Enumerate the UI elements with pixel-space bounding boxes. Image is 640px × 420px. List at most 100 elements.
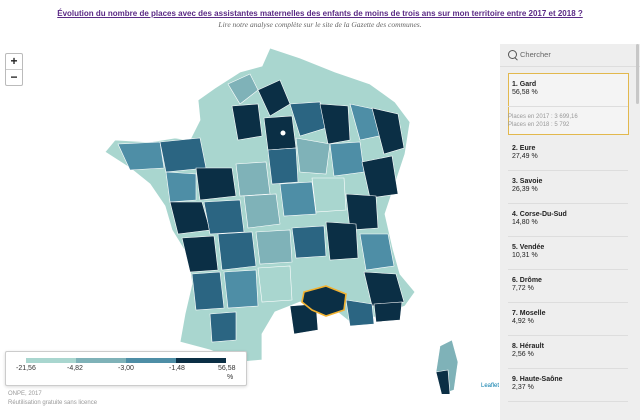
dept-shape: [319, 103, 351, 145]
ranking-item[interactable]: 9. Haute-Saône 2,37 %: [512, 376, 563, 391]
legend-unit: %: [227, 374, 234, 381]
dept-shape: [371, 107, 405, 155]
dept-shape: [203, 199, 245, 235]
ranking-item-name: 3. Savoie: [512, 178, 543, 185]
legend-class-3: [126, 358, 176, 363]
ranking-panel[interactable]: Chercher 1. Gard 56,58 % Places en 2017 …: [500, 44, 640, 420]
ranking-item[interactable]: 2. Eure 27,49 %: [512, 145, 538, 160]
dept-shape: [255, 229, 293, 265]
ranking-item-name: 4. Corse-Du-Sud: [512, 211, 567, 218]
dept-shape: [223, 269, 259, 309]
dept-shape: [209, 311, 237, 343]
selected-item[interactable]: 1. Gard 56,58 %: [512, 81, 538, 96]
divider: [508, 401, 628, 402]
dept-shape: [279, 181, 317, 217]
legend-tick: -1,48: [169, 365, 185, 372]
dept-shape: [329, 141, 365, 177]
page-subtitle[interactable]: Lire notre analyse complète sur le site …: [218, 20, 422, 29]
ranking-item-value: 2,37 %: [512, 384, 534, 391]
dept-shape: [257, 265, 293, 303]
dept-shape: [363, 271, 405, 307]
divider: [508, 170, 628, 171]
legend-class-2: [76, 358, 126, 363]
ranking-item-value: 4,92 %: [512, 318, 534, 325]
panel-scrollbar[interactable]: [636, 44, 639, 104]
selected-item-card[interactable]: [508, 73, 629, 135]
divider: [508, 269, 628, 270]
dept-shape: [359, 233, 395, 271]
detail-2018: Places en 2018 : 5 792: [508, 122, 570, 128]
divider: [508, 106, 628, 107]
ranking-item-name: 6. Drôme: [512, 277, 542, 284]
ranking-item[interactable]: 3. Savoie 26,39 %: [512, 178, 542, 193]
dept-shape: [217, 231, 257, 271]
dept-shape: [311, 177, 347, 213]
header: Évolution du nombre de places avec des a…: [0, 0, 640, 36]
legend-class-4: [176, 358, 226, 363]
ranking-item-name: 9. Haute-Saône: [512, 376, 563, 383]
dept-shape: [345, 299, 375, 327]
map-canvas[interactable]: [0, 44, 500, 397]
source-line: ONPE, 2017: [8, 391, 42, 397]
legend-tick: -3,00: [118, 365, 134, 372]
legend-class-1: [26, 358, 76, 363]
search-bar[interactable]: Chercher: [500, 44, 640, 67]
selected-item-value: 56,58 %: [512, 89, 538, 96]
dept-shape: [295, 137, 331, 175]
dept-shape: [181, 235, 219, 273]
dept-shape: [117, 141, 165, 171]
search-input[interactable]: Chercher: [520, 50, 551, 59]
legend-tick: 56,58: [218, 365, 236, 372]
license-line: Réutilisation gratuite sans licence: [8, 400, 98, 406]
zoom-control: + −: [5, 53, 23, 86]
ranking-item-value: 7,72 %: [512, 285, 534, 292]
dept-shape: [263, 115, 297, 151]
ranking-item-name: 2. Eure: [512, 145, 536, 152]
ranking-item[interactable]: 4. Corse-Du-Sud 14,80 %: [512, 211, 567, 226]
ranking-item-value: 10,31 %: [512, 252, 538, 259]
legend-color-bar: [26, 358, 226, 363]
divider: [508, 203, 628, 204]
ranking-item-name: 7. Moselle: [512, 310, 546, 317]
zoom-in-button[interactable]: +: [10, 54, 18, 68]
dept-shape: [165, 171, 197, 203]
corsica-south: [435, 369, 451, 397]
ranking-item[interactable]: 6. Drôme 7,72 %: [512, 277, 542, 292]
legend-tick: -21,56: [16, 365, 36, 372]
paris-marker: [280, 130, 286, 136]
dept-shape: [267, 147, 299, 185]
divider: [508, 302, 628, 303]
dept-shape: [325, 221, 359, 261]
legend-labels: -21,56 -4,82 -3,00 -1,48 56,58: [6, 365, 246, 377]
dept-shape: [235, 161, 271, 197]
legend-tick: -4,82: [67, 365, 83, 372]
ranking-item-name: 8. Hérault: [512, 343, 544, 350]
dept-shape: [291, 225, 327, 259]
dept-shape: [243, 193, 281, 229]
dept-shape: [361, 155, 399, 199]
selected-item-details: Places en 2017 : 3 699,16 Places en 2018…: [508, 113, 578, 129]
divider: [508, 368, 628, 369]
search-icon: [508, 50, 517, 59]
ranking-item[interactable]: 7. Moselle 4,92 %: [512, 310, 545, 325]
ranking-item-value: 2,56 %: [512, 351, 534, 358]
ranking-item-value: 14,80 %: [512, 219, 538, 226]
dept-shape: [195, 167, 237, 201]
ranking-item[interactable]: 8. Hérault 2,56 %: [512, 343, 544, 358]
france-map[interactable]: [0, 44, 500, 397]
zoom-out-button[interactable]: −: [6, 69, 22, 85]
dept-shape: [345, 193, 379, 231]
ranking-item-value: 27,49 %: [512, 153, 538, 160]
dept-shape: [191, 271, 225, 311]
detail-2017: Places en 2017 : 3 699,16: [508, 114, 578, 120]
page-title[interactable]: Évolution du nombre de places avec des a…: [57, 9, 583, 18]
leaflet-attribution-link[interactable]: Leaflet: [481, 383, 500, 389]
selected-item-name: 1. Gard: [512, 81, 537, 88]
ranking-item[interactable]: 5. Vendée 10,31 %: [512, 244, 544, 259]
ranking-item-name: 5. Vendée: [512, 244, 545, 251]
dept-shape: [231, 103, 263, 141]
divider: [508, 335, 628, 336]
map-legend: -21,56 -4,82 -3,00 -1,48 56,58 %: [5, 351, 247, 386]
gard-department-highlight: [301, 285, 347, 317]
dept-shape: [373, 301, 403, 323]
